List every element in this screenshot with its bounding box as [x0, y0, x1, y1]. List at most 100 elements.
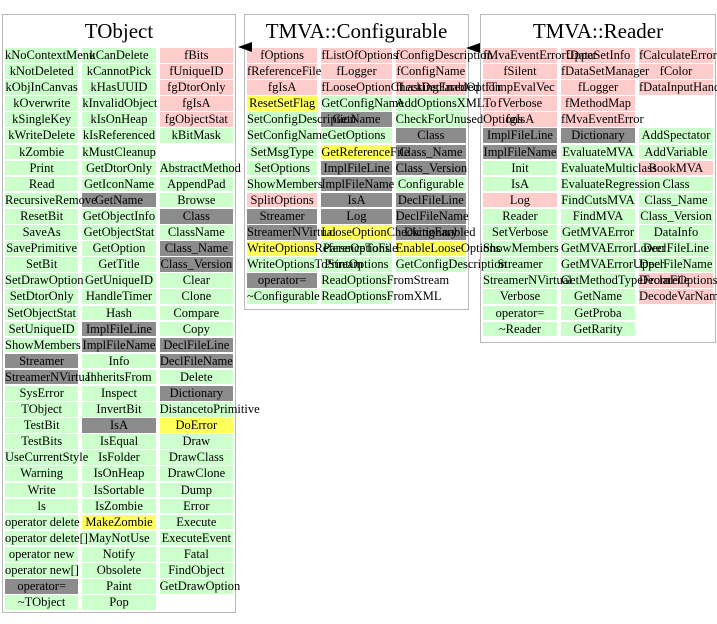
- member-cell[interactable]: fMethodMap: [561, 96, 635, 111]
- member-cell[interactable]: CheckForUnusedOptions: [395, 112, 523, 127]
- member-cell[interactable]: Streamer: [247, 208, 318, 224]
- member-cell[interactable]: kCanDelete: [82, 48, 156, 63]
- member-cell[interactable]: ImplFileName: [321, 176, 395, 192]
- member-cell[interactable]: IsA: [321, 192, 392, 208]
- member-cell[interactable]: MakeZombie: [82, 514, 156, 530]
- member-cell[interactable]: EnableLooseOptions: [395, 241, 501, 256]
- member-cell[interactable]: ls: [5, 498, 79, 514]
- member-cell[interactable]: MayNotUse: [82, 530, 156, 546]
- class-title-tmva-configurable[interactable]: TMVA::Configurable: [265, 19, 448, 43]
- member-cell[interactable]: UseCurrentStyle: [5, 450, 89, 465]
- member-cell[interactable]: fSilent: [483, 64, 557, 79]
- member-cell[interactable]: ~Configurable: [247, 289, 320, 304]
- member-cell[interactable]: operator=: [5, 579, 79, 594]
- member-cell[interactable]: GetMVAErrorUpper: [561, 257, 665, 272]
- member-cell[interactable]: kNoContextMenu: [5, 48, 96, 63]
- member-cell[interactable]: Info: [82, 353, 156, 369]
- member-cell[interactable]: fDataSetManager: [561, 64, 650, 79]
- member-cell[interactable]: fTmpEvalVec: [483, 80, 557, 95]
- member-cell[interactable]: ~Reader: [483, 321, 557, 337]
- member-cell[interactable]: HandleTimer: [82, 289, 156, 304]
- member-cell[interactable]: DoError: [159, 418, 233, 433]
- member-cell[interactable]: fgObjectStat: [159, 112, 233, 127]
- member-cell[interactable]: DeclareOptions: [639, 273, 717, 288]
- member-cell[interactable]: GetTitle: [82, 257, 156, 272]
- member-cell[interactable]: SetBit: [5, 257, 79, 272]
- member-cell[interactable]: Dictionary: [159, 385, 233, 401]
- member-cell[interactable]: Class_Version: [395, 160, 468, 176]
- member-cell[interactable]: fMvaEventErrorUpper: [483, 48, 597, 63]
- member-cell[interactable]: ImplFileName: [82, 337, 156, 353]
- member-cell[interactable]: InheritsFrom: [82, 369, 156, 385]
- member-cell[interactable]: InvertBit: [82, 402, 156, 417]
- member-cell[interactable]: Class_Name: [159, 241, 233, 256]
- member-cell[interactable]: DeclFileName: [159, 353, 233, 369]
- member-cell[interactable]: GetReferenceFile: [321, 144, 410, 160]
- member-cell[interactable]: fgIsA: [483, 112, 557, 127]
- member-cell[interactable]: ExecuteEvent: [159, 530, 233, 546]
- member-cell[interactable]: GetObjectStat: [82, 225, 156, 240]
- member-cell[interactable]: Print: [5, 160, 79, 176]
- member-cell[interactable]: Error: [159, 498, 233, 514]
- member-cell[interactable]: kObjInCanvas: [5, 80, 79, 95]
- member-cell[interactable]: kWriteDelete: [5, 128, 79, 144]
- member-cell[interactable]: SetObjectStat: [5, 305, 79, 321]
- member-cell[interactable]: kInvalidObject: [82, 96, 158, 111]
- member-cell[interactable]: fColor: [639, 64, 713, 79]
- member-cell[interactable]: DeclFileLine: [639, 241, 713, 256]
- member-cell[interactable]: SetMsgType: [247, 144, 318, 160]
- member-cell[interactable]: ParseOptions: [321, 241, 392, 256]
- member-cell[interactable]: operator new[]: [5, 563, 79, 578]
- member-cell[interactable]: SetDtorOnly: [5, 289, 79, 304]
- member-cell[interactable]: kNotDeleted: [5, 64, 79, 79]
- member-cell[interactable]: GetName: [321, 112, 392, 127]
- member-cell[interactable]: Log: [483, 192, 557, 208]
- member-cell[interactable]: Streamer: [483, 257, 557, 272]
- member-cell[interactable]: Delete: [159, 369, 233, 385]
- member-cell[interactable]: fMvaEventError: [561, 112, 644, 127]
- member-cell[interactable]: DeclFileName: [639, 257, 713, 272]
- member-cell[interactable]: Class_Name: [395, 144, 466, 160]
- member-cell[interactable]: fgDtorOnly: [159, 80, 233, 95]
- member-cell[interactable]: kCannotPick: [82, 64, 156, 79]
- member-cell[interactable]: Verbose: [483, 289, 557, 304]
- member-cell[interactable]: Warning: [5, 466, 79, 482]
- member-cell[interactable]: operator new: [5, 546, 79, 562]
- member-cell[interactable]: GetOption: [82, 241, 156, 256]
- member-cell[interactable]: Read: [5, 176, 79, 192]
- member-cell[interactable]: GetIconName: [82, 176, 156, 192]
- member-cell[interactable]: IsZombie: [82, 498, 156, 514]
- member-cell[interactable]: GetObjectInfo: [82, 208, 156, 224]
- member-cell[interactable]: Init: [483, 160, 557, 176]
- member-cell[interactable]: Configurable: [395, 176, 466, 192]
- member-cell[interactable]: ResetSetFlag: [247, 96, 318, 111]
- member-cell[interactable]: SetConfigName: [247, 128, 328, 144]
- member-cell[interactable]: fConfigName: [395, 64, 466, 79]
- member-cell[interactable]: GetUniqueID: [82, 273, 156, 288]
- member-cell[interactable]: GetMethodTypeFromFile: [561, 273, 690, 288]
- member-cell[interactable]: StreamerNVirtual: [247, 225, 336, 240]
- member-cell[interactable]: Hash: [82, 305, 156, 321]
- member-cell[interactable]: kHasUUID: [82, 80, 156, 95]
- member-cell[interactable]: DecodeVarNames: [639, 289, 717, 304]
- member-cell[interactable]: DrawClone: [159, 466, 233, 482]
- member-cell[interactable]: fVerbose: [483, 96, 557, 111]
- member-cell[interactable]: FindObject: [159, 563, 233, 578]
- class-title-tobject[interactable]: TObject: [84, 19, 154, 43]
- member-cell[interactable]: SetDrawOption: [5, 273, 84, 288]
- member-cell[interactable]: SetUniqueID: [5, 321, 79, 337]
- member-cell[interactable]: GetConfigDescription: [395, 257, 507, 272]
- member-cell[interactable]: TObject: [5, 402, 79, 417]
- member-cell[interactable]: kBitMask: [159, 128, 233, 144]
- member-cell[interactable]: TestBits: [5, 434, 79, 449]
- member-cell[interactable]: fLooseOptionCheckingEnabled: [321, 80, 480, 95]
- member-cell[interactable]: fReferenceFile: [247, 64, 322, 79]
- member-cell[interactable]: DeclFileLine: [395, 192, 466, 208]
- member-cell[interactable]: GetRarity: [561, 321, 635, 337]
- member-cell[interactable]: kIsOnHeap: [82, 112, 156, 127]
- member-cell[interactable]: Clone: [159, 289, 233, 304]
- member-cell[interactable]: SetConfigDescription: [247, 112, 357, 127]
- member-cell[interactable]: Class_Name: [639, 192, 713, 208]
- member-cell[interactable]: AddVariable: [639, 144, 713, 160]
- member-cell[interactable]: ImplFileLine: [82, 321, 156, 337]
